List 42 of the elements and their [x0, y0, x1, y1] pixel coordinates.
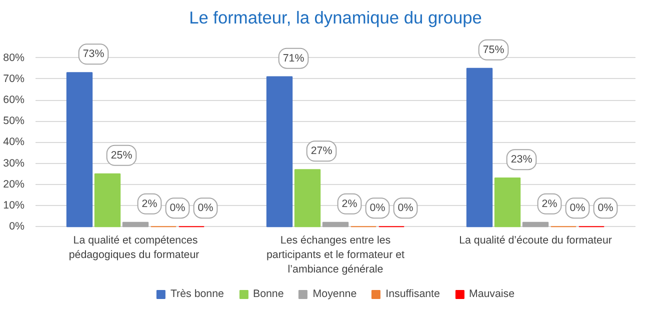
y-tick-label: 30% [3, 157, 26, 170]
text: 25% [110, 149, 132, 162]
y-tick-label: 70% [3, 72, 26, 85]
x-tick-label: Les échanges entre les participants et le formateur et l’ambiance générale [266, 234, 405, 276]
y-tick-label: 60% [3, 94, 26, 106]
bar [294, 169, 321, 228]
bar [466, 68, 493, 228]
y-tick-label: 10% [3, 199, 26, 212]
text: 73% [82, 48, 104, 60]
text: 0% [198, 202, 214, 214]
bar [122, 222, 149, 228]
bar [94, 173, 121, 228]
bar [266, 76, 293, 228]
y-tick-label: 80% [3, 52, 26, 64]
bar [66, 72, 93, 228]
x-tick-label: La qualité d’écoute du formateur [459, 234, 612, 247]
text: 0% [598, 202, 614, 214]
text: 0% [398, 202, 414, 214]
y-tick-label: 40% [3, 136, 26, 148]
text: 27% [310, 145, 332, 158]
text: 2% [542, 198, 558, 210]
legend-label: Très bonne [170, 288, 224, 300]
text: 0% [570, 202, 586, 214]
text: 2% [342, 198, 358, 210]
bar [522, 222, 549, 228]
bar [494, 178, 521, 228]
y-tick-label: 50% [3, 115, 26, 128]
legend-label: Insuffisante [386, 288, 440, 300]
text: 2% [142, 198, 158, 210]
text: 71% [282, 52, 304, 64]
x-tick-label: La qualité et compétences pédagogiques du formateur [68, 234, 200, 261]
bar [322, 222, 349, 228]
y-tick-label: 0% [9, 220, 26, 233]
text: 0% [370, 202, 386, 214]
text: 23% [510, 154, 532, 166]
text: 75% [482, 44, 504, 56]
y-tick-label: 20% [3, 178, 26, 190]
legend-label: Bonne [252, 288, 284, 300]
chart-title: Le formateur, la dynamique du groupe [189, 8, 482, 28]
legend-label: Moyenne [312, 288, 357, 300]
legend-label: Mauvaise [468, 288, 515, 300]
text: 0% [170, 202, 186, 214]
